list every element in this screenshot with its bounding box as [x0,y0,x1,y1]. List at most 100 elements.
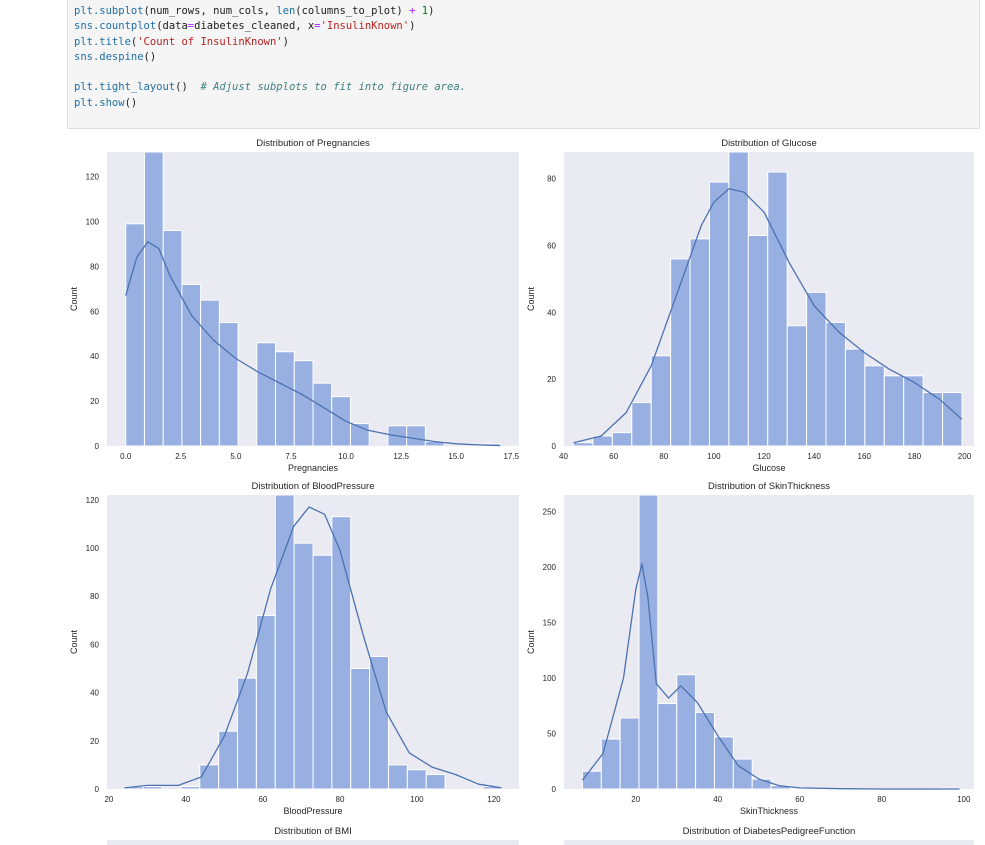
code-token: (data [156,20,188,33]
y-axis-label: Count [69,630,79,655]
code-editor[interactable]: plt.subplot(num_rows, num_cols, len(colu… [68,0,979,111]
y-tick-label: 100 [543,674,557,683]
code-token: plt.tight_layout [74,81,176,94]
histogram-bar [256,342,277,447]
x-tick-label: 180 [908,452,922,461]
chart-panel: Distribution of Glucose 40 60 80 100 120 140 16… [526,138,974,473]
chart-title: Distribution of BMI [274,826,352,837]
code-line: plt.subplot(num_rows, num_cols, len(colu… [74,4,979,19]
code-token: 'Count of InsulinKnown' [137,35,283,48]
x-tick-label: 60 [258,795,267,804]
code-token: # Adjust subplots to fit into figure are… [200,81,466,94]
y-tick-label: 100 [86,218,100,227]
histogram-bar [922,392,944,447]
y-tick-label: 0 [95,442,100,451]
y-tick-label: 40 [547,308,556,317]
histogram-bar [695,711,715,790]
histogram-bar [312,554,333,790]
histogram-bar [331,396,351,447]
histogram-bar [631,402,652,447]
chart-title: Distribution of Glucose [721,138,817,149]
histogram-bar [581,770,602,790]
histogram-bar [600,738,621,790]
histogram-bar [619,717,640,790]
y-tick-label: 0 [552,785,557,794]
histogram-bar [293,542,314,790]
y-tick-label: 20 [547,375,556,384]
figure-output: Distribution of Pregnancies 0.0 2.5 5.0 7.5 1… [69,138,974,845]
code-token: (num_rows, num_cols, [143,5,277,17]
histogram-bar [406,425,426,447]
chart-title: Distribution of Pregnancies [256,138,370,149]
y-tick-label: 20 [90,397,99,406]
code-token: 'InsulinKnown' [320,20,410,33]
x-tick-label: 17.5 [503,452,519,461]
x-tick-label: 20 [104,795,113,804]
code-token: () [143,50,157,63]
code-token: diabetes_cleaned, x [194,20,315,33]
y-tick-label: 80 [547,175,556,184]
x-axis-label: BloodPressure [283,806,342,816]
x-axis-label: Pregnancies [288,463,339,473]
histogram-bar [844,348,866,447]
histogram-bar [406,769,427,790]
kde-line [581,563,960,790]
y-tick-label: 20 [90,737,99,746]
x-axis-label: SkinThickness [740,806,799,816]
histogram-bar [312,382,333,447]
histogram-bar [275,351,295,447]
histogram-bar [611,432,633,447]
histogram-bar [369,655,389,790]
histogram-bar [786,325,808,447]
code-token: plt.title [74,35,131,48]
y-axis-label: Count [526,287,536,312]
chart-panel-partial: Distribution of DiabetesPedigreeFunction [564,826,974,845]
kde-line [573,188,963,444]
histogram-bar [180,786,201,790]
code-line: plt.show() [74,96,979,111]
code-token: ) [282,35,289,48]
y-tick-label: 80 [90,592,99,601]
x-tick-label: 100 [957,795,971,804]
histogram-bar [181,283,202,447]
histogram-bar [883,375,905,447]
histogram-bar [143,151,164,447]
histogram-bar [237,677,257,790]
histogram-bar [825,321,846,447]
code-token: () [124,96,138,109]
histogram-bar [162,230,183,447]
code-token: ) [409,20,416,33]
code-line: sns.countplot(data=diabetes_cleaned, x='… [74,19,979,34]
x-tick-label: 40 [559,452,568,461]
code-token: + [409,5,416,17]
y-tick-label: 40 [90,352,99,361]
histogram-bar [650,355,672,447]
x-tick-label: 100 [707,452,721,461]
histogram-bar [747,235,769,447]
x-tick-label: 2.5 [175,452,187,461]
code-token: len [276,5,296,17]
x-tick-label: 40 [713,795,722,804]
y-tick-label: 100 [86,544,100,553]
histogram-bar [767,171,788,447]
chart-title: Distribution of SkinThickness [708,481,830,492]
code-cell[interactable]: plt.subplot(num_rows, num_cols, len(colu… [67,0,980,129]
histogram-bar [200,299,220,447]
y-tick-label: 200 [543,563,557,572]
histogram-bar [350,668,371,790]
chart-title: Distribution of BloodPressure [251,481,374,492]
x-tick-label: 40 [181,795,190,804]
code-token: sns.countplot [74,20,157,33]
histogram-bar [199,764,220,790]
x-tick-label: 140 [807,452,821,461]
x-tick-label: 60 [795,795,804,804]
x-tick-label: 5.0 [230,452,242,461]
code-token: ( [130,35,138,48]
histogram-bar [125,223,145,447]
x-tick-label: 120 [487,795,501,804]
x-tick-label: 20 [631,795,640,804]
histogram-bar [331,516,352,790]
chart-panel-partial: Distribution of BMI [107,826,519,845]
x-tick-label: 0.0 [120,452,132,461]
kde-line [125,241,501,447]
